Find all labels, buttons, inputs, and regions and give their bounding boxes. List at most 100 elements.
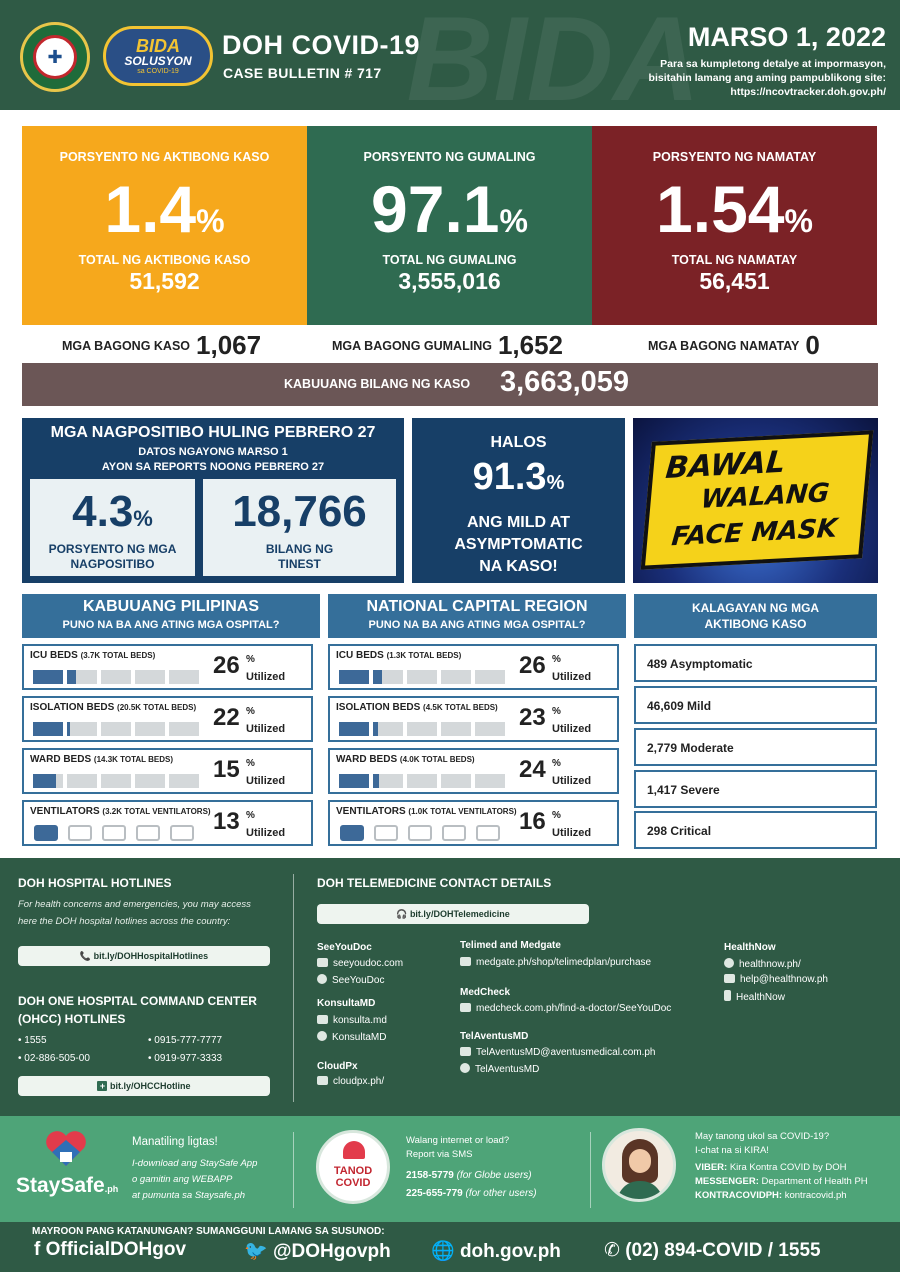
mask-line-3: FACE MASK — [670, 513, 839, 553]
deaths-total-value: 56,451 — [699, 268, 770, 294]
kira-viber[interactable]: VIBER: Kira Kontra COVID by DOH — [695, 1162, 847, 1173]
cloudpx-web[interactable]: cloudpx.ph/ — [317, 1076, 384, 1087]
telimed-name: Telimed and Medgate — [460, 940, 561, 951]
status-row: 489 Asymptomatic — [634, 644, 877, 682]
tracker-url-link[interactable]: https://ncovtracker.doh.gov.ph/ — [730, 86, 886, 98]
bida-logo-text: BIDA — [136, 36, 180, 56]
ventilator-icon — [170, 825, 194, 841]
positivity-rate-value: 4.3% — [72, 487, 153, 536]
healthnow-web[interactable]: healthnow.ph/ — [724, 958, 801, 970]
ncr-utilization-row: ISOLATION BEDS (4.5K TOTAL BEDS) 23% Utili… — [328, 696, 619, 742]
ventilator-icon — [374, 825, 398, 841]
hotlines-desc: For health concerns and emergencies, you… — [18, 899, 251, 927]
ncr-utilization-row: VENTILATORS (1.0K TOTAL VENTILATORS) 16% U… — [328, 800, 619, 846]
positivity-panel: MGA NAGPOSITIBO HULING PEBRERO 27 DATOS … — [22, 418, 404, 583]
twitter-icon: 🐦 — [244, 1241, 268, 1262]
status-row: 2,779 Moderate — [634, 728, 877, 766]
headset-icon: 🎧 — [396, 909, 408, 919]
utilization-label: VENTILATORS (1.0K TOTAL VENTILATORS) — [336, 806, 517, 817]
new-recovered: MGA BAGONG GUMALING 1,652 — [332, 330, 564, 360]
active-percent-label: PORSYENTO NG AKTIBONG KASO — [59, 150, 270, 164]
konsulta-messenger[interactable]: KonsultaMD — [317, 1031, 386, 1043]
cloudpx-name: CloudPx — [317, 1061, 358, 1072]
mail-icon — [317, 958, 328, 967]
telemed-link[interactable]: 🎧 bit.ly/DOHTelemedicine — [317, 904, 589, 924]
ncr-hospital-sub: PUNO NA BA ANG ATING MGA OSPITAL? — [368, 619, 586, 631]
face-mask-banner: BAWAL WALANG FACE MASK — [633, 418, 878, 583]
ph-utilization-row: WARD BEDS (14.3K TOTAL BEDS) 15% Utilized — [22, 748, 313, 794]
tested-value: 18,766 — [232, 487, 367, 536]
utilization-label: ISOLATION BEDS (4.5K TOTAL BEDS) — [336, 702, 498, 713]
covid-logo-text: sa COVID-19 — [137, 68, 179, 75]
positivity-rate-card: 4.3% PORSYENTO NG MGA NAGPOSITIBO — [30, 479, 195, 576]
ventilator-icon — [102, 825, 126, 841]
info-section: StaySafe.ph Manatiling ligtas! I-downloa… — [0, 1116, 900, 1222]
messenger-icon — [460, 1063, 470, 1073]
utilization-label: ICU BEDS (1.3K TOTAL BEDS) — [336, 650, 462, 661]
mask-line-1: BAWAL — [664, 444, 787, 486]
utilization-bar — [33, 774, 203, 788]
tested-card: 18,766 BILANG NG TINEST — [203, 479, 396, 576]
telaventus-email[interactable]: TelAventusMD@aventusmedical.com.ph — [460, 1047, 656, 1058]
staysafe-title: Manatiling ligtas! — [132, 1136, 218, 1148]
telimed-web[interactable]: medgate.ph/shop/telimedplan/purchase — [460, 957, 651, 968]
header-watermark: BIDA — [406, 0, 700, 110]
status-row: 1,417 Severe — [634, 770, 877, 808]
globe-icon — [724, 958, 734, 968]
utilization-bar — [339, 774, 509, 788]
kira-messenger[interactable]: MESSENGER: Department of Health PH — [695, 1176, 868, 1187]
footer-question: MAYROON PANG KATANUNGAN? SUMANGGUNI LAMA… — [32, 1226, 385, 1237]
recovered-box: PORSYENTO NG GUMALING 97.1% TOTAL NG GUM… — [307, 126, 592, 325]
mask-line-2: WALANG — [699, 478, 831, 515]
footer-twitter[interactable]: 🐦 @DOHgovph — [244, 1241, 391, 1262]
messenger-icon — [317, 974, 327, 984]
healthnow-name: HealthNow — [724, 942, 776, 953]
ph-utilization-row: ISOLATION BEDS (20.5K TOTAL BEDS) 22% Util… — [22, 696, 313, 742]
deaths-box: PORSYENTO NG NAMATAY 1.54% TOTAL NG NAMA… — [592, 126, 877, 325]
utilization-percent: 24% Utilized — [519, 756, 592, 787]
footer-facebook[interactable]: f OfficialDOHgov — [34, 1239, 187, 1260]
kira-kontracovid[interactable]: KONTRACOVIDPH: kontracovid.ph — [695, 1190, 847, 1201]
ohcc-number: • 02-886-505-00 — [18, 1053, 90, 1064]
ncr-utilization-row: ICU BEDS (1.3K TOTAL BEDS) 26% Utilized — [328, 644, 619, 690]
positivity-rate-label: PORSYENTO NG MGA NAGPOSITIBO — [48, 542, 177, 571]
seeyoudoc-web[interactable]: seeyoudoc.com — [317, 958, 403, 969]
telaventus-messenger[interactable]: TelAventusMD — [460, 1063, 539, 1075]
siren-icon — [343, 1141, 365, 1159]
messenger-icon — [317, 1031, 327, 1041]
globe-icon: 🌐 — [431, 1241, 455, 1262]
footer-website[interactable]: 🌐 doh.gov.ph — [431, 1241, 561, 1262]
phone-icon: ✆ — [604, 1240, 620, 1261]
telaventus-name: TelAventusMD — [460, 1031, 529, 1042]
hospital-hotlines-link[interactable]: 📞 bit.ly/DOHHospitalHotlines — [18, 946, 270, 966]
mail-icon — [317, 1015, 328, 1024]
ncr-hospital-header: NATIONAL CAPITAL REGION PUNO NA BA ANG A… — [328, 594, 626, 638]
ventilator-icon — [442, 825, 466, 841]
mail-icon — [724, 974, 735, 983]
section-divider — [293, 1132, 294, 1208]
healthnow-app[interactable]: HealthNow — [724, 990, 785, 1003]
utilization-percent: 22% Utilized — [213, 704, 286, 735]
mail-icon — [460, 1047, 471, 1056]
ventilator-icons — [34, 823, 214, 843]
solusyon-logo-text: SOLUSYON — [124, 54, 192, 68]
positivity-sub-1: DATOS NGAYONG MARSO 1 — [138, 446, 288, 458]
utilization-label: VENTILATORS (3.2K TOTAL VENTILATORS) — [30, 806, 211, 817]
medcheck-web[interactable]: medcheck.com.ph/find-a-doctor/SeeYouDoc — [460, 1003, 671, 1014]
section-divider — [293, 874, 294, 1102]
ohcc-hotline-link[interactable]: + bit.ly/OHCCHotline — [18, 1076, 270, 1096]
seeyoudoc-messenger[interactable]: SeeYouDoc — [317, 974, 384, 986]
konsulta-web[interactable]: konsulta.md — [317, 1015, 387, 1026]
total-cases-bar: KABUUANG BILANG NG KASO 3,663,059 — [22, 363, 878, 406]
ncr-utilization-row: WARD BEDS (4.0K TOTAL BEDS) 24% Utilized — [328, 748, 619, 794]
seeyoudoc-name: SeeYouDoc — [317, 942, 372, 953]
active-cases-box: PORSYENTO NG AKTIBONG KASO 1.4% TOTAL NG… — [22, 126, 307, 325]
healthnow-email[interactable]: help@healthnow.ph — [724, 974, 828, 985]
utilization-percent: 26% Utilized — [213, 652, 286, 683]
footer-phone[interactable]: ✆ (02) 894-COVID / 1555 — [604, 1240, 821, 1261]
ventilator-icons — [340, 823, 520, 843]
new-deaths-value: 0 — [805, 330, 820, 360]
sms-intro: Walang internet or load? Report via SMS — [406, 1135, 510, 1160]
total-cases-value: 3,663,059 — [500, 366, 630, 398]
ph-utilization-row: VENTILATORS (3.2K TOTAL VENTILATORS) 13% U… — [22, 800, 313, 846]
